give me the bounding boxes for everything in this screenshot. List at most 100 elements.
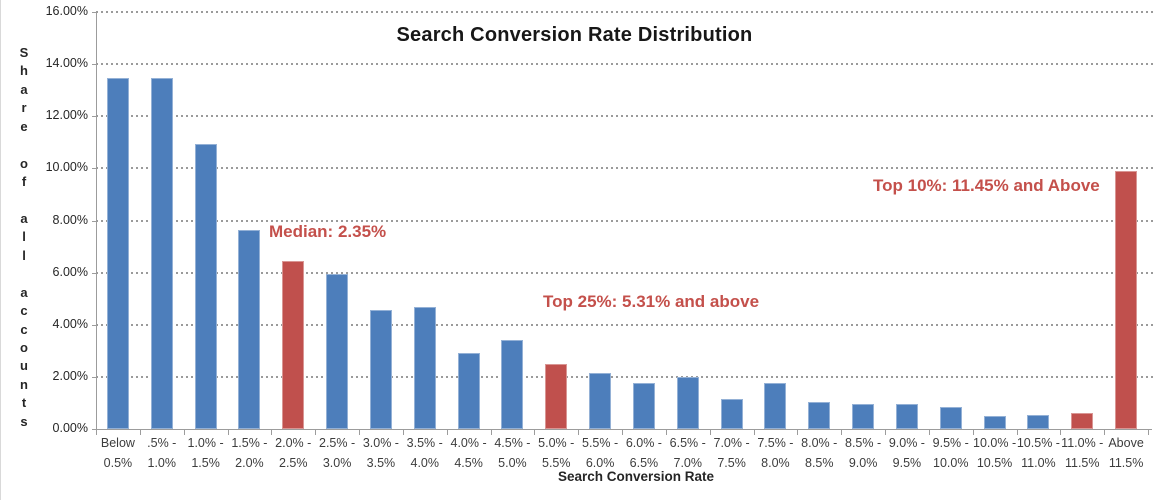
x-tick-label: 6.0% - 6.5% xyxy=(584,434,704,473)
x-tick-label-line: 7.5% - xyxy=(757,436,794,450)
y-axis-title-char: h xyxy=(20,63,28,79)
y-tick-mark xyxy=(92,376,96,378)
x-tick-label: 11.0% - 11.5% xyxy=(1022,434,1142,473)
bar xyxy=(238,229,261,429)
x-tick-mark xyxy=(709,430,711,435)
y-tick-mark xyxy=(92,272,96,274)
x-tick-mark xyxy=(1016,430,1018,435)
x-tick-label: 9.5% - 10.0% xyxy=(891,434,1011,473)
bar xyxy=(1115,170,1138,429)
y-axis-title-char: f xyxy=(21,174,27,190)
x-tick-label-line: 10.0% xyxy=(933,455,969,470)
y-tick-label: 0.00% xyxy=(52,421,88,435)
bar xyxy=(983,415,1006,429)
y-tick-mark xyxy=(92,168,96,170)
x-tick-label: 2.0% - 2.5% xyxy=(233,434,353,473)
chart-annotation: Top 10%: 11.45% and Above xyxy=(873,176,1100,195)
x-tick-label-line: 11.5% xyxy=(1064,455,1100,470)
x-tick-label-line: Below xyxy=(100,436,135,450)
x-tick-label-line: 6.0% xyxy=(585,455,615,470)
bar xyxy=(369,310,392,429)
bar xyxy=(545,363,568,429)
bar xyxy=(720,399,743,429)
plot-area xyxy=(96,11,1156,429)
bar xyxy=(764,383,787,429)
x-tick-label: .5% - 1.0% xyxy=(102,434,222,473)
x-tick-mark xyxy=(841,430,843,435)
x-tick-mark xyxy=(797,430,799,435)
y-tick-mark xyxy=(92,429,96,430)
x-tick-label-line: 1.5% xyxy=(191,455,220,470)
x-tick-label: 3.5% - 4.0% xyxy=(365,434,485,473)
x-tick-mark xyxy=(1148,430,1149,435)
x-tick-label-line: 6.5% - xyxy=(669,436,706,450)
bar xyxy=(852,404,875,429)
x-tick-label-line: 11.0% xyxy=(1021,455,1056,470)
x-tick-label-line: 2.5% xyxy=(279,455,308,470)
x-axis-title: Search Conversion Rate xyxy=(557,469,715,484)
gridline xyxy=(96,115,1156,118)
bar xyxy=(194,143,217,429)
x-tick-label-line: 2.0% xyxy=(235,455,264,470)
x-tick-mark xyxy=(96,430,97,435)
gridline xyxy=(96,63,1156,66)
chart-annotation: Median: 2.35% xyxy=(269,222,387,241)
x-tick-label: 8.5% - 9.0% xyxy=(803,434,923,473)
x-tick-mark xyxy=(402,430,404,435)
y-tick-label: 12.00% xyxy=(45,108,88,123)
x-tick-label-line: 9.5% - xyxy=(932,436,969,450)
x-tick-label: 9.0% - 9.5% xyxy=(847,434,967,473)
x-tick-label-line: .5% - xyxy=(147,436,177,450)
y-tick-mark xyxy=(92,220,96,222)
x-tick-mark xyxy=(534,430,536,435)
y-axis-title-char: o xyxy=(20,340,28,355)
x-tick-label: 2.5% - 3.0% xyxy=(277,434,397,473)
x-tick-mark xyxy=(446,430,448,435)
x-tick-mark xyxy=(928,430,930,435)
gridline xyxy=(96,271,1156,274)
y-tick-mark xyxy=(92,12,96,13)
x-tick-mark xyxy=(490,430,492,435)
bar xyxy=(1027,414,1050,429)
y-axis-title-char: r xyxy=(21,100,27,116)
y-tick-mark xyxy=(92,324,96,326)
y-axis-title-char: u xyxy=(20,358,28,374)
y-tick-label: 10.00% xyxy=(45,160,88,175)
x-tick-label-line: 2.0% - xyxy=(275,436,312,450)
x-tick-label-line: 8.0% - xyxy=(801,436,838,450)
bar xyxy=(457,353,480,429)
x-tick-mark xyxy=(665,430,667,435)
gridline xyxy=(96,219,1156,222)
y-axis-title-char: a xyxy=(20,284,28,300)
y-tick-label: 16.00% xyxy=(45,4,88,18)
x-tick-mark xyxy=(139,430,141,435)
x-tick-mark xyxy=(885,430,886,435)
x-tick-label: 7.5% - 8.0% xyxy=(715,434,835,473)
x-tick-label-line: 8.0% xyxy=(761,455,790,470)
x-tick-label-line: 10.5% - xyxy=(1016,436,1060,450)
x-tick-label-line: 4.5% xyxy=(454,455,483,470)
x-tick-mark xyxy=(359,430,360,435)
y-tick-label: 14.00% xyxy=(45,56,88,71)
gridline xyxy=(96,323,1156,326)
x-tick-label-line: 1.5% - xyxy=(231,436,268,450)
gridline xyxy=(96,375,1156,378)
y-axis-title-char: s xyxy=(20,413,28,429)
bar xyxy=(501,340,524,429)
x-tick-label-line: 11.5% xyxy=(1108,455,1144,470)
y-axis-title-char: S xyxy=(19,45,29,60)
x-tick-label-line: 5.0% - xyxy=(538,436,575,450)
y-tick-mark xyxy=(92,116,96,118)
x-tick-label-line: 5.5% xyxy=(542,455,571,470)
x-tick-label: 4.0% - 4.5% xyxy=(409,434,529,473)
x-tick-label: 3.0% - 3.5% xyxy=(321,434,441,473)
x-tick-label-line: 10.0% - xyxy=(973,436,1017,450)
gridline xyxy=(96,167,1156,170)
bar xyxy=(632,383,655,429)
x-tick-mark xyxy=(753,430,755,435)
x-tick-label-line: 1.0% xyxy=(147,455,177,470)
x-tick-label-line: 3.0% xyxy=(322,455,352,470)
x-tick-label-line: 10.5% xyxy=(976,455,1013,470)
y-tick-label: 2.00% xyxy=(52,368,88,383)
x-tick-label-line: 3.5% xyxy=(366,455,396,470)
